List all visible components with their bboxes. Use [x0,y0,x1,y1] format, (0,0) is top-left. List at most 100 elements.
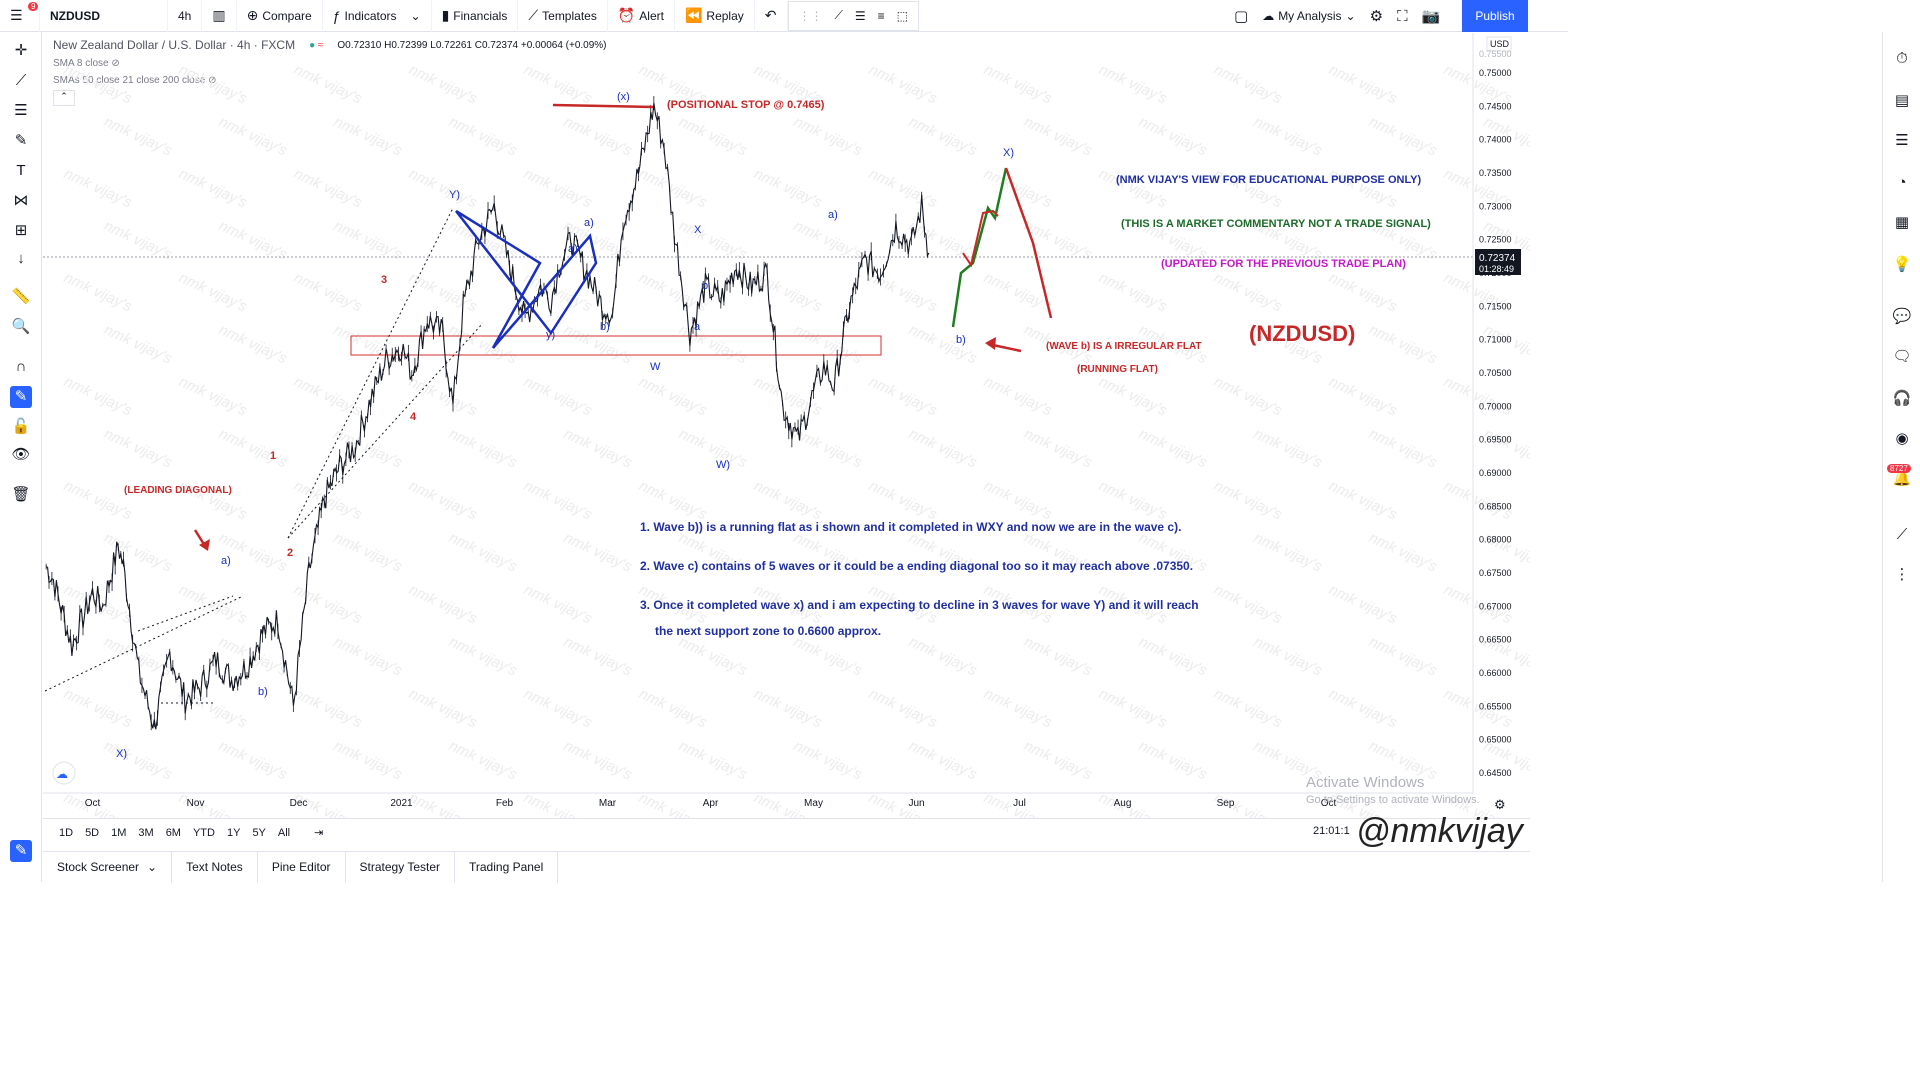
zoom-icon[interactable]: 🔍 [11,318,31,335]
watermark-text: nmk vijay's [1366,633,1440,679]
watermark-text: nmk vijay's [1211,477,1285,523]
magnet-icon[interactable]: ∩ [15,358,27,375]
price-chart[interactable]: nmk vijay's nmk vijay's nmk vijay's nmk vij… [43,33,1530,818]
lock-icon[interactable]: 🔓 [11,418,31,435]
collapse-legend-button[interactable]: ⌃ [53,90,75,106]
range-1y[interactable]: 1Y [226,826,241,839]
text-icon[interactable]: T [16,162,26,179]
ideas-icon[interactable]: 💡 [1892,256,1912,273]
clock-icon[interactable]: ◔ [1897,174,1907,191]
range-ytd[interactable]: YTD [192,826,215,839]
watermark-text: nmk vijay's [1096,61,1170,107]
watermark-text: nmk vijay's [1096,373,1170,419]
wave-label: Y) [449,189,460,201]
publish-button[interactable]: Publish [1462,0,1528,32]
trash-icon[interactable]: 🗑 [11,486,31,503]
range-1m[interactable]: 1M [111,826,127,839]
diagonal-line [287,207,454,539]
y-tick-label: 0.74500 [1479,101,1512,111]
legend-sma8[interactable]: SMA 8 close ⊘ [53,58,120,69]
trend-icon[interactable]: ⟋ [1896,526,1908,543]
templates-button[interactable]: ⟋ Templates [518,0,608,32]
replay-button[interactable]: ⏪ Replay [675,0,755,32]
layout-icon[interactable]: ▢ [1234,8,1249,25]
drag-handle-icon[interactable]: ⋮⋮ [798,8,823,23]
watermark-text: nmk vijay's [331,113,405,159]
tab-strategy-tester[interactable]: Strategy Tester [346,851,455,883]
undo-icon: ↶ [764,7,777,23]
eye-off-icon[interactable]: ⊘ [208,75,217,86]
fib-icon[interactable]: ☰ [14,102,28,119]
camera-icon[interactable]: 📷 [1421,8,1441,25]
chevron-down-icon: ⌄ [1345,9,1356,23]
interval-button[interactable]: 4h [168,0,203,32]
utc-clock[interactable]: 21:01:1 [1313,825,1350,837]
y-tick-label: 0.69000 [1479,468,1512,478]
financials-button[interactable]: ▮ Financials [432,0,519,32]
watermark-text: nmk vijay's [1211,61,1285,107]
watermark-text: nmk vijay's [61,61,135,107]
trend-line-icon[interactable]: ⟋ [834,8,843,22]
watermark-text: nmk vijay's [636,685,710,731]
tab-stock-screener[interactable]: Stock Screener ⌄ [43,851,173,883]
rectangle-icon[interactable]: ⬚ [896,8,909,23]
range-6m[interactable]: 6M [165,826,181,839]
alert-button[interactable]: ⏰ Alert [608,0,675,32]
tab-trading-panel[interactable]: Trading Panel [455,851,559,883]
last-price-value: 0.72374 [1479,253,1516,264]
chat-icon[interactable]: 💬 [1892,308,1912,325]
legend-smas[interactable]: SMAs 50 close 21 close 200 close ⊘ [53,75,217,86]
messages-icon[interactable]: 🗨 [1892,348,1912,365]
range-5y[interactable]: 5Y [252,826,266,839]
eye-off-icon[interactable]: ⊘ [111,58,120,69]
fib-icon[interactable]: ☰ [854,8,866,23]
pattern-icon[interactable]: ⋈ [13,192,29,209]
chart-type-button[interactable]: ▥ [202,0,237,32]
settings-icon[interactable]: ⚙ [1369,8,1384,25]
crosshair-icon[interactable]: ✛ [14,42,28,59]
draw-mode-icon[interactable]: ✎ [10,386,32,408]
watermark-text: nmk vijay's [1251,529,1325,575]
channel-icon[interactable]: ≡ [877,8,885,23]
prediction-icon[interactable]: ⊞ [14,222,28,239]
arrow-down-icon[interactable]: ↓ [17,250,25,267]
watermark-text: nmk vijay's [676,633,750,679]
channel-line [137,595,234,632]
symbol-search[interactable]: NZDUSD [40,0,168,32]
data-window-icon[interactable]: ▤ [1894,92,1910,109]
fullscreen-icon[interactable]: ⛶ [1397,7,1408,25]
legend-title[interactable]: New Zealand Dollar / U.S. Dollar · 4h · … [53,38,296,52]
disclaimer-commentary: (THIS IS A MARKET COMMENTARY NOT A TRADE… [1121,218,1431,230]
tab-pine-editor[interactable]: Pine Editor [258,851,346,883]
range-1d[interactable]: 1D [59,826,74,839]
goto-date-icon[interactable]: ⇥ [314,827,324,839]
watermark-text: nmk vijay's [216,425,290,471]
watchlist-icon[interactable]: ⏱ [1896,50,1908,67]
range-all[interactable]: All [277,826,291,839]
options-icon[interactable]: ⋮ [1894,566,1910,583]
range-3m[interactable]: 3M [138,826,154,839]
brush-icon[interactable]: ✎ [14,132,28,149]
calendar-icon[interactable]: ▦ [1894,214,1910,231]
object-tree-icon[interactable]: ✎ [10,840,32,862]
tab-text-notes[interactable]: Text Notes [172,851,258,883]
range-bar: 1D 5D 1M 3M 6M YTD 1Y 5Y All ⇥ [43,818,1530,846]
eye-icon[interactable]: 👁 [11,446,31,463]
indicators-button[interactable]: ƒ Indicators ⌄ [323,0,432,32]
notifications-icon[interactable]: 🔔 [1892,470,1912,487]
watermark-text: nmk vijay's [176,269,250,315]
ruler-icon[interactable]: 📏 [11,288,31,305]
watermark-text: nmk vijay's [216,113,290,159]
range-5d[interactable]: 5D [85,826,100,839]
hotlist-icon[interactable]: ☰ [1895,132,1909,149]
compare-button[interactable]: ⊕ Compare [237,0,323,32]
menu-button[interactable]: ☰ 9 [0,0,40,32]
trend-line-icon[interactable]: ⟋ [15,72,27,89]
watermark-text: nmk vijay's [906,633,980,679]
activate-windows-title: Activate Windows [1306,774,1425,791]
streams-icon[interactable]: ◉ [1895,430,1909,447]
watermark-text: nmk vijay's [1021,737,1095,783]
support-icon[interactable]: 🎧 [1892,390,1912,407]
my-analysis-button[interactable]: ☁ My Analysis ⌄ [1262,9,1356,23]
undo-button[interactable]: ↶ [755,0,788,32]
